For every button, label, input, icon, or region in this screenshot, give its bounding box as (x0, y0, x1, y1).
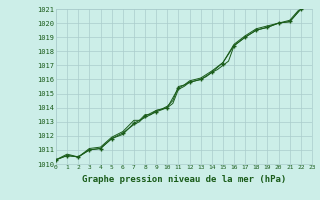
X-axis label: Graphe pression niveau de la mer (hPa): Graphe pression niveau de la mer (hPa) (82, 175, 286, 184)
